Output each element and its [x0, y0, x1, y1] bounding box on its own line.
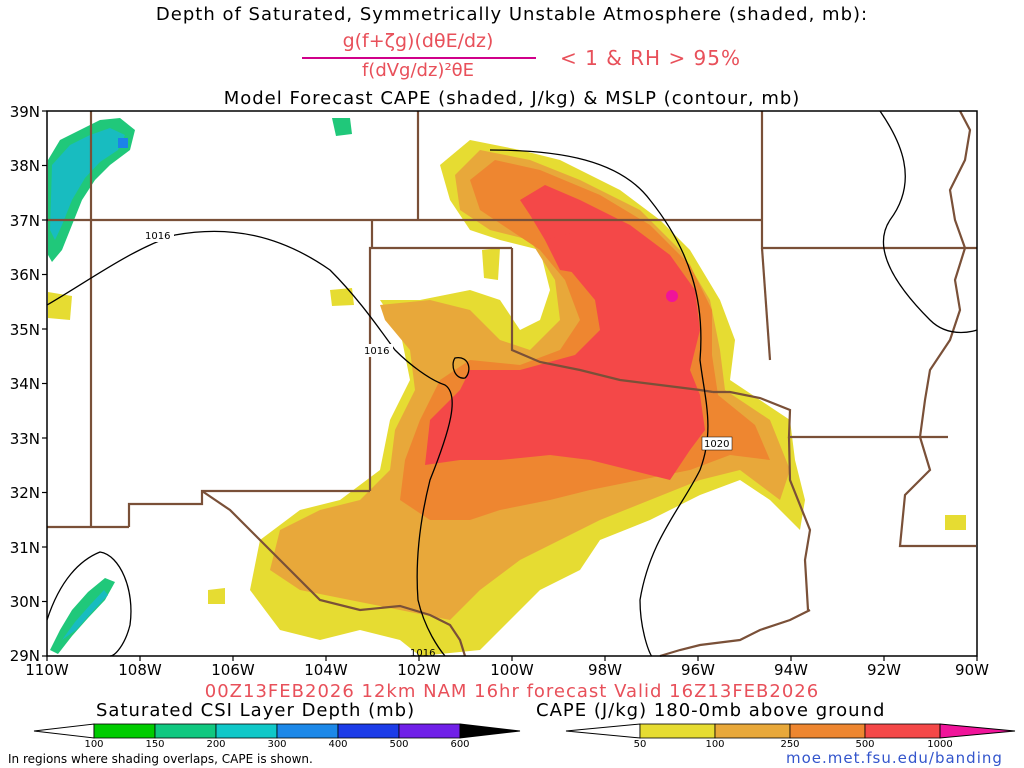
axis-ticks: [42, 110, 978, 661]
cape-colorbar-segment: [864, 723, 941, 739]
csi-colorbar-segment: [215, 723, 278, 739]
source-credit-link[interactable]: moe.met.fsu.edu/banding: [786, 749, 1003, 767]
border-ok-tx: [510, 248, 714, 394]
csi-300-spot: [118, 138, 128, 148]
cape-colorbar-segment: [789, 723, 866, 739]
lon-label: 100W: [490, 661, 534, 679]
latitude-labels: 39N 38N 37N 36N 35N 34N 33N 32N 31N 30N …: [10, 103, 40, 665]
cape-tick-label: 50: [633, 739, 647, 750]
csi-tick-label: 600: [450, 739, 470, 750]
isobar-1016-sw: [46, 551, 132, 657]
csi-tick-label: 300: [267, 739, 287, 750]
isobar-label: 1016: [364, 346, 389, 357]
csi-legend-title: Saturated CSI Layer Depth (mb): [96, 700, 416, 721]
isobar-label: 1020: [704, 439, 729, 450]
csi-200-gulf-area: [62, 590, 108, 640]
csi-tick-label: 150: [145, 739, 165, 750]
lon-label: 92W: [867, 661, 901, 679]
cape-50-patch: [945, 515, 966, 530]
csi-tick-label: 500: [389, 739, 409, 750]
lat-label: 29N: [10, 647, 40, 665]
isobar-labels: 1016 1016 1020 1016: [144, 229, 733, 659]
lat-label: 38N: [10, 157, 40, 175]
isobar-label: 1016: [410, 648, 435, 659]
isobar-loop: [452, 357, 470, 379]
isobar-1016-north: [46, 230, 453, 657]
border-mx-nm: [127, 489, 370, 527]
cape-colorbar: [565, 723, 1016, 739]
lat-label: 33N: [10, 430, 40, 448]
cape-tick-label: 500: [855, 739, 875, 750]
csi-colorbar-segment: [93, 723, 156, 739]
cape-colorbar-segment: [714, 723, 791, 739]
lat-label: 34N: [10, 375, 40, 393]
cape-colorbar-start: [565, 723, 641, 739]
csi-150-patch: [332, 118, 352, 136]
csi-colorbar-segment: [154, 723, 217, 739]
lon-label: 108W: [118, 661, 162, 679]
csi-tick-label: 100: [84, 739, 104, 750]
border-rio-grande: [201, 490, 467, 657]
cape-tick-label: 1000: [927, 739, 953, 750]
border-gulf-coast: [659, 609, 811, 658]
border-ar-ms-river: [898, 110, 976, 548]
csi-colorbar-segment: [398, 723, 461, 739]
lat-label: 35N: [10, 321, 40, 339]
cape-colorbar-segment: [639, 723, 716, 739]
lat-label: 36N: [10, 266, 40, 284]
lon-label: 90W: [955, 661, 989, 679]
cape-50-patch: [330, 288, 354, 306]
cape-50-patch: [482, 248, 500, 280]
forecast-valid-time: 00Z13FEB2026 12km NAM 16hr forecast Vali…: [204, 681, 820, 702]
lon-label: 110W: [25, 661, 69, 679]
lon-label: 98W: [588, 661, 622, 679]
csi-colorbar-end: [459, 723, 521, 739]
csi-200-area: [50, 128, 125, 240]
isobar-1016-east: [879, 110, 978, 334]
csi-shading: [48, 118, 352, 654]
csi-colorbar-segment: [276, 723, 339, 739]
lon-label: 94W: [774, 661, 808, 679]
cape-colorbar-end: [939, 723, 1016, 739]
formula-fraction-bar: [302, 57, 536, 59]
cape-500-blob: [545, 232, 600, 275]
csi-tick-label: 400: [328, 739, 348, 750]
cape-tick-label: 250: [780, 739, 800, 750]
border-nm-tx: [368, 246, 512, 491]
subtitle: Model Forecast CAPE (shaded, J/kg) & MSL…: [223, 88, 801, 109]
csi-tick-label: 200: [206, 739, 226, 750]
lon-label: 96W: [681, 661, 715, 679]
formula-condition: < 1 & RH > 95%: [560, 46, 742, 70]
cape-1000-spot: [666, 290, 678, 302]
lat-label: 30N: [10, 593, 40, 611]
main-title: Depth of Saturated, Symmetrically Unstab…: [155, 4, 869, 25]
cape-tick-label: 100: [705, 739, 725, 750]
lat-label: 31N: [10, 539, 40, 557]
lat-label: 39N: [10, 103, 40, 121]
isobar-label: 1016: [145, 231, 170, 242]
csi-colorbar: [33, 723, 521, 739]
lon-label: 106W: [211, 661, 255, 679]
overlap-footnote: In regions where shading overlaps, CAPE …: [8, 752, 313, 766]
cape-50-patch: [48, 292, 72, 320]
formula-denominator: f(dVg/dz)²θE: [361, 60, 475, 81]
political-borders: [47, 110, 977, 658]
lon-label: 102W: [397, 661, 441, 679]
lat-label: 32N: [10, 484, 40, 502]
csi-colorbar-segment: [337, 723, 400, 739]
border-tx-la: [787, 436, 812, 611]
lat-label: 37N: [10, 212, 40, 230]
csi-colorbar-start: [33, 723, 95, 739]
formula-numerator: g(f+ζg)(dθE/dz): [342, 30, 494, 52]
lon-label: 104W: [304, 661, 348, 679]
mslp-isobars: [46, 110, 978, 657]
isobar-1020: [489, 149, 709, 657]
cape-500-area: [425, 185, 705, 480]
longitude-labels: 110W 108W 106W 104W 102W 100W 98W 96W 94…: [25, 661, 989, 679]
border-ok-ar: [760, 247, 772, 361]
cape-legend-title: CAPE (J/kg) 180-0mb above ground: [536, 700, 886, 721]
cape-50-patch: [208, 588, 225, 604]
